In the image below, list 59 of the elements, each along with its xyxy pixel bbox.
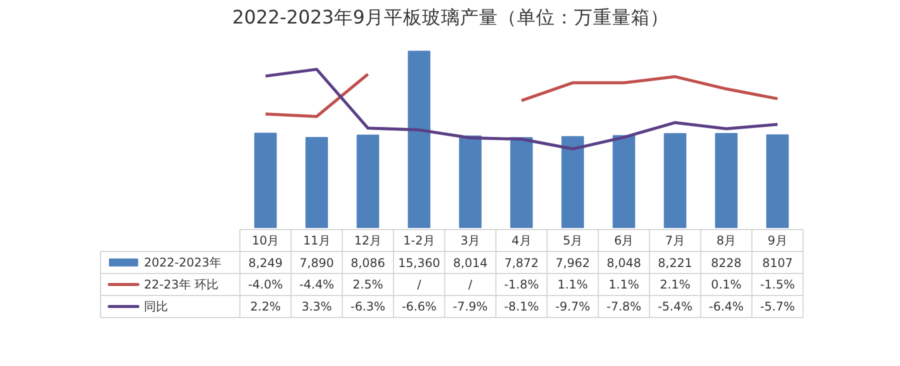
data-label: 1.1%	[557, 278, 588, 292]
data-label: 8,048	[606, 256, 642, 270]
data-label: -6.3%	[350, 300, 386, 314]
legend-label: 2022-2023年	[144, 256, 222, 270]
data-label: 3.3%	[301, 300, 332, 314]
x-tick-label: 6月	[614, 234, 634, 248]
data-label: 8228	[711, 256, 742, 270]
data-label: -6.6%	[402, 300, 437, 314]
data-label: 8,249	[248, 256, 283, 270]
data-label: -4.0%	[248, 278, 283, 292]
legend-label: 同比	[144, 300, 168, 314]
data-label: -9.7%	[555, 300, 590, 314]
bar	[510, 137, 533, 228]
bar	[254, 132, 277, 228]
x-tick-label: 11月	[303, 234, 330, 248]
data-label: 2.5%	[352, 278, 384, 292]
text: /	[417, 278, 422, 292]
data-label: -1.8%	[504, 278, 539, 292]
x-tick-label: 12月	[354, 234, 382, 248]
data-label: -7.8%	[606, 300, 642, 314]
x-tick-label: 8月	[716, 234, 736, 248]
bar	[305, 136, 328, 228]
data-label: -6.4%	[708, 300, 744, 314]
data-label: -5.4%	[658, 300, 693, 314]
data-label: 7,962	[556, 256, 590, 270]
data-label: 2.2%	[250, 300, 281, 314]
data-label: 1.1%	[608, 278, 640, 292]
bar	[459, 136, 482, 228]
x-tick-label: 3月	[460, 234, 480, 248]
x-tick-label: 1-2月	[403, 234, 435, 248]
legend-label: 22-23年 环比	[144, 278, 219, 292]
bar	[766, 134, 789, 228]
data-label: 8,014	[453, 256, 488, 270]
x-tick-label: 10月	[252, 234, 280, 248]
data-label: 8,086	[350, 256, 386, 270]
data-label: 0.1%	[711, 278, 742, 292]
data-label: 7,872	[504, 256, 539, 270]
data-label: -4.4%	[299, 278, 334, 292]
bar	[408, 50, 430, 228]
data-label: -8.1%	[504, 300, 539, 314]
data-label: 8107	[762, 256, 793, 270]
data-label: 8,221	[658, 256, 692, 270]
x-tick-label: 5月	[562, 234, 583, 248]
data-label: 2.1%	[660, 278, 690, 292]
bar	[356, 134, 380, 228]
data-label: -5.7%	[760, 300, 795, 314]
bar	[664, 133, 686, 228]
data-label: 7,890	[300, 256, 334, 270]
data-label: -7.9%	[452, 300, 488, 314]
x-tick-label: 7月	[665, 234, 685, 248]
bar	[715, 133, 738, 228]
bar	[612, 135, 636, 228]
text: /	[468, 278, 472, 292]
x-tick-label: 9月	[768, 234, 788, 248]
data-label: 15,360	[398, 256, 440, 270]
data-label: -1.5%	[760, 278, 795, 292]
chart-title: 2022-2023年9月平板玻璃产量（单位：万重量箱）	[232, 6, 669, 28]
bar	[561, 136, 584, 228]
x-tick-label: 4月	[512, 234, 532, 248]
